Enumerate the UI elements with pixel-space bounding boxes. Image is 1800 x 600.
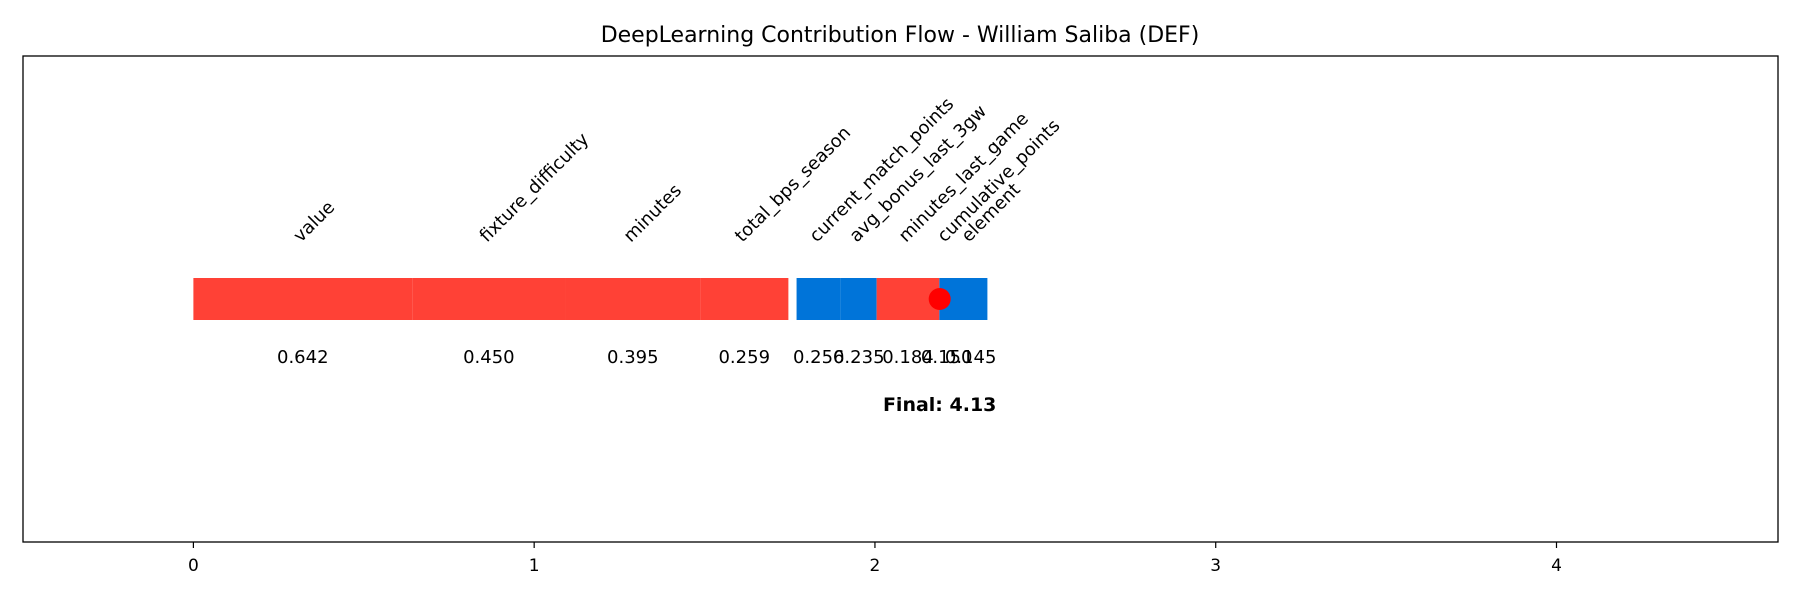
final-value-marker <box>928 288 951 310</box>
value-label: 0.184 <box>882 347 934 368</box>
value-label: 0.235 <box>833 347 885 368</box>
feature-label: minutes <box>620 180 686 246</box>
feature-label: value <box>289 197 339 247</box>
value-label: 0.256 <box>793 347 845 368</box>
segment-value <box>193 278 413 320</box>
value-label: 0.450 <box>463 347 515 368</box>
x-tick-label: 0 <box>188 556 199 576</box>
final-value-label: Final: 4.13 <box>883 394 996 416</box>
x-axis: 0 1 2 3 4 <box>188 542 1562 576</box>
segment-avg-bonus-last-3gw <box>840 278 877 320</box>
segment-fixture-difficulty <box>412 278 566 320</box>
chart-title: DeepLearning Contribution Flow - William… <box>601 23 1200 48</box>
bar-segments <box>193 278 988 320</box>
segment-element <box>954 278 988 320</box>
value-label: 0.259 <box>718 347 770 368</box>
x-tick-label: 3 <box>1210 556 1221 576</box>
x-tick-label: 4 <box>1551 556 1562 576</box>
plot-area <box>22 55 1779 543</box>
value-label: 0.145 <box>945 347 997 368</box>
x-tick-label: 1 <box>529 556 540 576</box>
segment-current-match-points <box>796 278 841 320</box>
feature-label: fixture_difficulty <box>476 129 594 247</box>
segment-total-bps-season <box>700 278 789 320</box>
feature-labels: value fixture_difficulty minutes total_bps_… <box>289 94 1064 247</box>
x-tick-label: 2 <box>870 556 881 576</box>
value-label: 0.642 <box>277 347 329 368</box>
value-label: 0.150 <box>921 347 973 368</box>
value-labels: 0.642 0.450 0.395 0.259 0.2560.2350.1840.150… <box>277 347 996 368</box>
value-label: 0.395 <box>607 347 659 368</box>
segment-minutes <box>565 278 701 320</box>
